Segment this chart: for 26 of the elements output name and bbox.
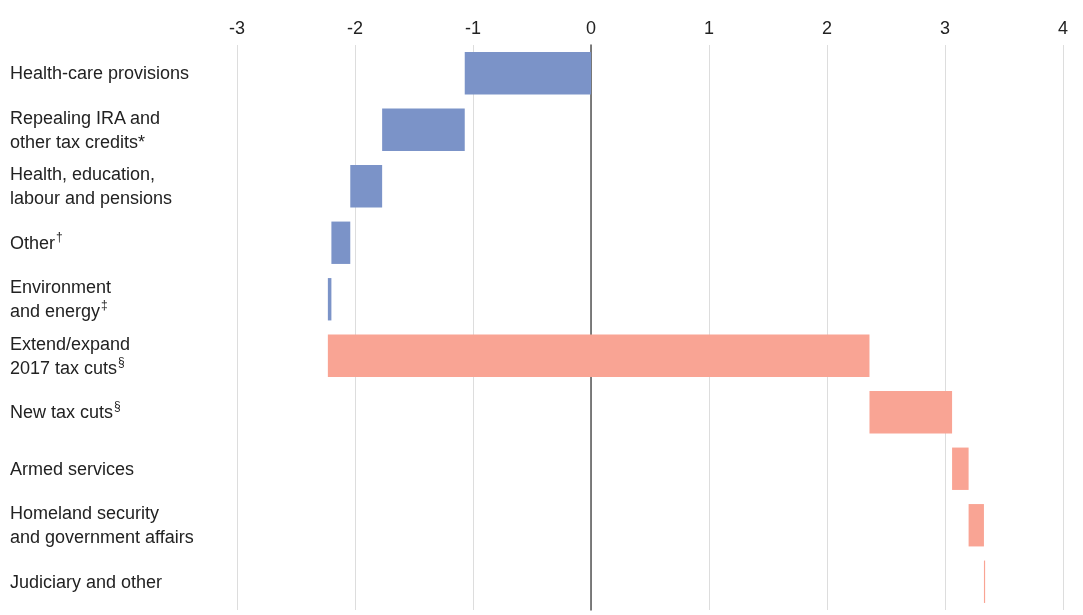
bar bbox=[331, 221, 351, 264]
bar bbox=[382, 108, 465, 151]
bar bbox=[968, 504, 984, 547]
y-tick-label: Extend/expand 2017 tax cuts§ bbox=[10, 333, 131, 378]
bar bbox=[869, 391, 953, 434]
x-tick-label: 2 bbox=[821, 18, 833, 38]
y-tick-label: Health, education, labour and pensions bbox=[10, 164, 173, 209]
y-tick-label: New tax cuts§ bbox=[10, 399, 121, 423]
x-tick-label: -3 bbox=[228, 18, 246, 38]
y-tick-label: Repealing IRA and other tax credits* bbox=[10, 107, 161, 152]
x-tick-label: 3 bbox=[939, 18, 951, 38]
y-tick-label: Judiciary and other bbox=[10, 571, 163, 592]
x-tick-label: -1 bbox=[464, 18, 482, 38]
y-tick-label: Armed services bbox=[10, 458, 135, 479]
x-tick-label: 1 bbox=[703, 18, 715, 38]
bar bbox=[464, 52, 591, 95]
x-tick-label: -2 bbox=[346, 18, 364, 38]
bar bbox=[327, 334, 870, 377]
bar bbox=[350, 165, 383, 208]
x-tick-label: 4 bbox=[1057, 18, 1069, 38]
y-tick-label: Health-care provisions bbox=[10, 63, 190, 84]
x-tick-label: 0 bbox=[585, 18, 597, 38]
bar bbox=[952, 447, 969, 490]
y-tick-label: Other† bbox=[10, 229, 63, 253]
y-tick-label: Homeland security and government affairs bbox=[10, 503, 194, 548]
y-tick-label: Environment and energy‡ bbox=[10, 277, 112, 322]
